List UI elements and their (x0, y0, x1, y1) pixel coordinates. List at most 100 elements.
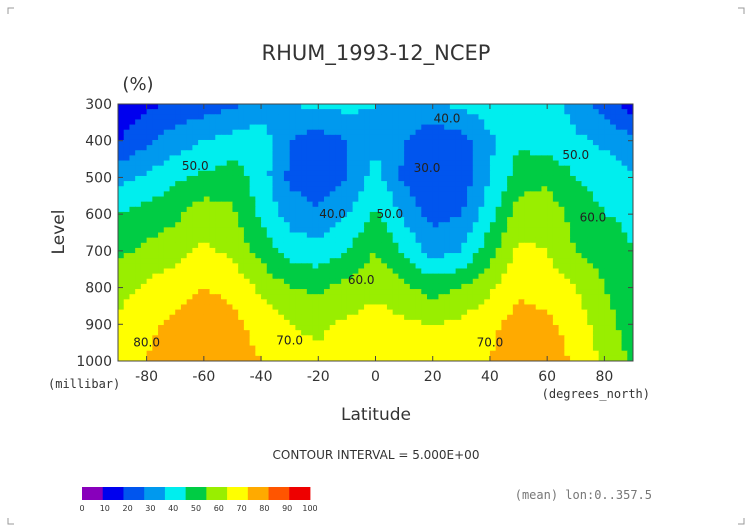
heatmap-cell (461, 119, 468, 126)
heatmap-cell (615, 340, 623, 347)
heatmap-cell (598, 304, 605, 311)
heatmap-cell (375, 283, 382, 290)
heatmap-cell (386, 273, 394, 280)
heatmap-cell (232, 124, 239, 131)
heatmap-cell (255, 319, 262, 326)
heatmap-cell (610, 217, 617, 223)
heatmap-cell (158, 206, 165, 213)
heatmap-cell (118, 299, 125, 306)
heatmap-cell (335, 227, 342, 234)
heatmap-cell (283, 104, 291, 110)
heatmap-cell (558, 134, 565, 141)
heatmap-cell (266, 340, 274, 347)
heatmap-cell (198, 217, 205, 223)
heatmap-cell (140, 227, 148, 234)
heatmap-cell (541, 289, 548, 295)
heatmap-cell (432, 104, 440, 110)
heatmap-cell (444, 124, 451, 131)
heatmap-cell (169, 304, 176, 311)
heatmap-cell (438, 289, 445, 295)
heatmap-cell (581, 129, 588, 136)
heatmap-cell (398, 124, 405, 131)
heatmap-cell (610, 319, 617, 326)
heatmap-cell (272, 263, 279, 270)
heatmap-cell (478, 150, 485, 156)
heatmap-cell (427, 124, 434, 131)
heatmap-cell (444, 217, 451, 223)
heatmap-cell (135, 104, 142, 110)
heatmap-cell (455, 294, 462, 300)
heatmap-cell (489, 247, 497, 254)
heatmap-cell (192, 247, 199, 254)
heatmap-cell (312, 319, 319, 326)
heatmap-cell (575, 119, 583, 126)
heatmap-cell (129, 314, 136, 321)
heatmap-cell (392, 170, 399, 177)
heatmap-cell (455, 247, 462, 254)
heatmap-cell (581, 330, 588, 336)
heatmap-cell (512, 237, 520, 244)
heatmap-cell (472, 175, 480, 182)
heatmap-cell (615, 304, 623, 311)
heatmap-cell (329, 191, 337, 198)
heatmap-cell (621, 145, 628, 151)
heatmap-cell (221, 196, 228, 203)
heatmap-cell (592, 304, 600, 311)
heatmap-cell (415, 253, 422, 259)
heatmap-cell (409, 325, 417, 331)
heatmap-cell (592, 350, 600, 357)
heatmap-cell (381, 283, 388, 290)
heatmap-cell (530, 325, 537, 331)
heatmap-cell (152, 299, 159, 306)
heatmap-cell (627, 237, 633, 244)
heatmap-cell (449, 294, 457, 300)
heatmap-cell (198, 232, 205, 239)
heatmap-cell (386, 109, 394, 115)
heatmap-cell (621, 170, 628, 177)
heatmap-cell (238, 268, 245, 275)
heatmap-cell (158, 309, 165, 316)
heatmap-cell (369, 104, 377, 110)
heatmap-cell (489, 253, 497, 259)
heatmap-cell (587, 294, 594, 300)
heatmap-cell (461, 289, 468, 295)
heatmap-cell (398, 217, 405, 223)
heatmap-cell (118, 119, 125, 126)
heatmap-cell (358, 350, 365, 357)
heatmap-cell (381, 104, 388, 110)
heatmap-cell (175, 325, 182, 331)
heatmap-cell (535, 129, 543, 136)
heatmap-cell (421, 314, 428, 321)
heatmap-cell (180, 258, 188, 264)
heatmap-cell (221, 134, 228, 141)
heatmap-cell (461, 160, 468, 167)
heatmap-cell (272, 268, 279, 275)
heatmap-cell (518, 201, 525, 208)
heatmap-cell (558, 139, 565, 146)
heatmap-cell (238, 104, 245, 110)
heatmap-cell (501, 109, 508, 115)
heatmap-cell (346, 350, 354, 357)
heatmap-cell (547, 119, 554, 126)
heatmap-cell (478, 217, 485, 223)
heatmap-cell (123, 247, 131, 254)
heatmap-cell (415, 160, 422, 167)
heatmap-cell (484, 299, 491, 306)
heatmap-cell (530, 170, 537, 177)
heatmap-cell (358, 217, 365, 223)
heatmap-cell (610, 191, 617, 198)
heatmap-cell (186, 345, 193, 352)
heatmap-cell (352, 201, 359, 208)
heatmap-cell (484, 150, 491, 156)
heatmap-cell (289, 160, 296, 167)
heatmap-cell (221, 232, 228, 239)
heatmap-cell (266, 330, 274, 336)
heatmap-cell (283, 181, 291, 187)
heatmap-cell (552, 150, 560, 156)
heatmap-cell (215, 139, 222, 146)
heatmap-cell (335, 350, 342, 357)
heatmap-cell (489, 227, 497, 234)
heatmap-cell (392, 325, 399, 331)
heatmap-cell (158, 191, 165, 198)
heatmap-cell (455, 325, 462, 331)
